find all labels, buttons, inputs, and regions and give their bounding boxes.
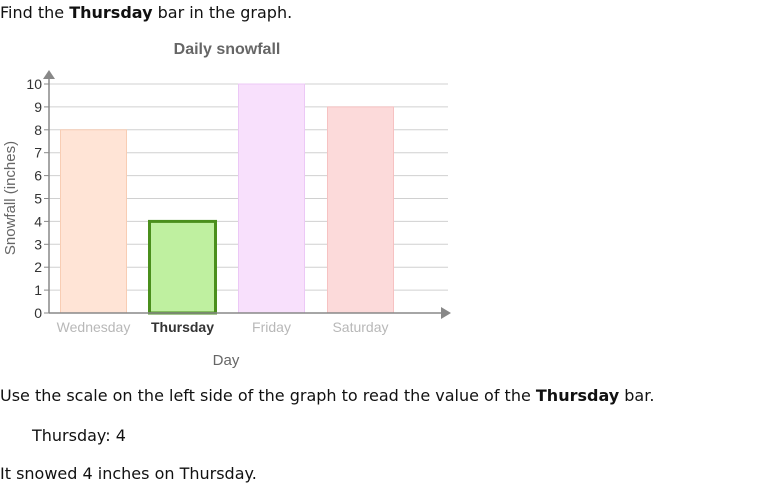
prompt-text-start: Find the [0, 3, 70, 22]
y-axis-arrow [43, 70, 55, 79]
y-tick-label: 9 [34, 99, 42, 115]
chart-title: Daily snowfall [174, 41, 281, 58]
answer-line: Thursday: 4 [32, 426, 126, 445]
x-category-label: Wednesday [57, 319, 131, 335]
y-tick-label: 10 [26, 76, 42, 92]
bar-friday [238, 83, 305, 314]
y-tick-label: 7 [34, 145, 42, 161]
y-axis-label: Snowfall (inches) [2, 141, 19, 255]
explanation-text-end: bar. [619, 386, 655, 405]
x-category-label: Saturday [332, 319, 388, 335]
y-tick-label: 5 [34, 191, 42, 207]
y-tick-label: 1 [34, 282, 42, 298]
prompt-text-end: bar in the graph. [152, 3, 293, 22]
snowfall-bar-chart: Daily snowfall 0 1 2 3 4 5 6 7 8 9 10 Wednesday Thu… [2, 41, 451, 369]
axes [43, 70, 451, 319]
explanation-text-start: Use the scale on the left side of the gr… [0, 386, 536, 405]
answer-value: 4 [115, 426, 126, 445]
x-category-labels: Wednesday Thursday Friday Saturday [57, 319, 389, 335]
y-tick-label: 6 [34, 168, 42, 184]
x-category-label: Friday [252, 319, 291, 335]
y-tick-label: 4 [34, 213, 42, 229]
answer-label: Thursday: [32, 426, 111, 445]
y-tick-label: 8 [34, 122, 42, 138]
y-tick-labels: 0 1 2 3 4 5 6 7 8 9 10 [26, 76, 49, 321]
conclusion-text: It snowed 4 inches on Thursday. [0, 464, 257, 483]
bar-saturday [327, 106, 394, 314]
x-axis-label: Day [213, 352, 240, 369]
question-prompt: Find the Thursday bar in the graph. [0, 3, 292, 22]
prompt-highlight: Thursday [69, 3, 153, 22]
bar-thursday [148, 219, 217, 315]
y-tick-label: 2 [34, 259, 42, 275]
explanation-text: Use the scale on the left side of the gr… [0, 386, 654, 405]
x-axis-arrow [441, 307, 451, 319]
explanation-highlight: Thursday [535, 386, 620, 405]
y-tick-label: 3 [34, 236, 42, 252]
bar-wednesday [60, 129, 127, 314]
y-tick-label: 0 [34, 305, 42, 321]
x-category-label: Thursday [151, 319, 214, 335]
